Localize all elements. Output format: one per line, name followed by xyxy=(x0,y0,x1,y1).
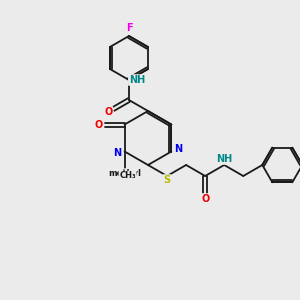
Text: N: N xyxy=(174,145,182,154)
Text: CH₃: CH₃ xyxy=(119,172,136,181)
Text: N: N xyxy=(114,148,122,158)
Text: O: O xyxy=(104,107,112,117)
Text: S: S xyxy=(164,175,171,185)
Text: O: O xyxy=(94,119,103,130)
Text: NH: NH xyxy=(216,154,232,164)
Text: methyl: methyl xyxy=(108,169,141,178)
Text: O: O xyxy=(201,194,209,204)
Text: F: F xyxy=(126,23,132,33)
Text: NH: NH xyxy=(129,75,145,85)
